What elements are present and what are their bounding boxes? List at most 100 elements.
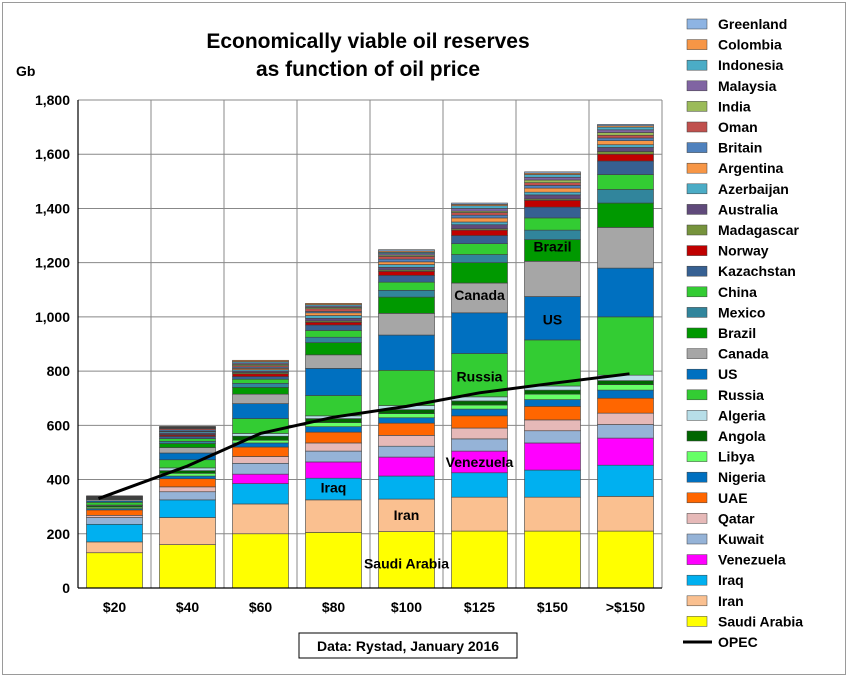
bar-segment-china xyxy=(305,330,362,338)
bar-segment-qatar xyxy=(232,456,289,464)
bar-segment-indonesia xyxy=(451,205,508,209)
bar-segment-saudi-arabia xyxy=(232,533,289,589)
legend-label: Libya xyxy=(718,449,755,465)
bar-segment-saudi-arabia xyxy=(451,530,508,589)
bar-segment-kuwait xyxy=(86,517,143,525)
bar-segment-australia xyxy=(451,224,508,230)
bar-segment-australia xyxy=(378,266,435,271)
bar-segment-kazachstan xyxy=(232,376,289,380)
x-tick-label: $40 xyxy=(176,599,200,615)
legend-label: India xyxy=(718,98,751,114)
bar-segment-iran xyxy=(232,503,289,535)
bar-segment-argentina xyxy=(305,312,362,316)
legend-label: Indonesia xyxy=(718,57,784,73)
y-tick-label: 0 xyxy=(62,580,70,596)
bar-segment-australia xyxy=(305,317,362,322)
bar-segment-kuwait xyxy=(597,424,654,439)
legend-label: Iraq xyxy=(718,572,744,588)
bar-segment-angola xyxy=(451,400,508,406)
x-tick-label: $80 xyxy=(322,599,346,615)
legend-swatch-norway xyxy=(686,245,708,256)
bar-segment-kazachstan xyxy=(524,206,581,219)
bar-segment-canada xyxy=(524,261,581,297)
bar-segment-canada xyxy=(451,282,508,314)
bar-segment-oman xyxy=(378,256,435,260)
legend-swatch-saudi-arabia xyxy=(686,616,708,627)
bar-segment-greenland xyxy=(597,124,654,127)
bar-segment-oman xyxy=(451,212,508,216)
legend-label: Angola xyxy=(718,428,766,444)
bar-segment-brazil xyxy=(159,443,216,448)
bar-segment-canada xyxy=(305,354,362,369)
legend-label: Kuwait xyxy=(718,531,764,547)
bar-segment-russia xyxy=(524,339,581,387)
bar-segment-azerbaijan xyxy=(597,144,654,148)
bar-segment-britain xyxy=(378,258,435,263)
bar-segment-kuwait xyxy=(305,450,362,463)
legend-label: Canada xyxy=(718,346,769,362)
bar-segment-china xyxy=(451,243,508,255)
legend-label: China xyxy=(718,284,757,300)
bar-segment-greenland xyxy=(524,171,581,174)
legend-swatch-uae xyxy=(686,492,708,504)
legend-label: Azerbaijan xyxy=(718,181,789,197)
legend-swatch-madagascar xyxy=(686,224,708,236)
bar-segment-iraq xyxy=(86,523,143,543)
legend-label: Colombia xyxy=(718,37,782,53)
y-tick-label: 1,200 xyxy=(35,255,70,271)
legend-swatch-malaysia xyxy=(686,80,708,92)
annotation-label: Brazil xyxy=(533,238,571,254)
bar-segment-azerbaijan xyxy=(305,315,362,319)
bar-segment-china xyxy=(159,438,216,442)
bar-segment-brazil xyxy=(378,296,435,314)
bar-segment-argentina xyxy=(597,140,654,146)
bar-segment-iraq xyxy=(232,483,289,505)
bar-segment-iran xyxy=(524,496,581,532)
annotation-label: Saudi Arabia xyxy=(364,556,449,572)
bar-segment-angola xyxy=(232,435,289,441)
legend-swatch-mexico xyxy=(686,307,708,318)
bar-segment-argentina xyxy=(451,217,508,223)
bar-segment-libya xyxy=(451,404,508,410)
bar-segment-uae xyxy=(451,415,508,429)
bar-segment-qatar xyxy=(524,419,581,432)
x-tick-label: $150 xyxy=(537,599,568,615)
bar-segment-norway xyxy=(305,322,362,326)
bar-segment-india xyxy=(524,179,581,183)
bar-segment-libya xyxy=(597,384,654,391)
legend-swatch-brazil xyxy=(686,327,708,339)
legend-label: Argentina xyxy=(718,160,784,176)
bar-segment-brazil xyxy=(305,342,362,356)
bar-segment-argentina xyxy=(378,261,435,265)
bar-segment-norway xyxy=(597,153,654,162)
source-note-box: Data: Rystad, January 2016 xyxy=(298,632,518,659)
legend-swatch-algeria xyxy=(686,410,708,421)
bar-segment-iraq xyxy=(378,475,435,500)
bar-segment-mexico xyxy=(378,290,435,298)
bar-segment-china xyxy=(378,281,435,291)
bar-segment-kazachstan xyxy=(159,436,216,439)
y-tick-label: 800 xyxy=(47,363,71,379)
annotation-label: Iraq xyxy=(321,480,347,496)
bar-segment-canada xyxy=(378,313,435,336)
legend-swatch-canada xyxy=(686,348,708,359)
bar-segment-oman xyxy=(305,308,362,312)
bar-segment-kuwait xyxy=(378,445,435,458)
source-note: Data: Rystad, January 2016 xyxy=(317,638,499,654)
bar-segment-saudi-arabia xyxy=(86,552,143,589)
bar-segment-us xyxy=(451,312,508,354)
bar-segment-us xyxy=(305,368,362,396)
legend-label: Brazil xyxy=(718,325,756,341)
legend-label: Greenland xyxy=(718,16,787,32)
x-tick-label: $125 xyxy=(464,599,495,615)
bar-segment-saudi-arabia xyxy=(524,530,581,589)
bar-segment-qatar xyxy=(451,427,508,440)
bar-segment-uae xyxy=(305,431,362,444)
bar-segment-russia xyxy=(378,369,435,406)
legend-label: Saudi Arabia xyxy=(718,613,803,629)
bar-segment-britain xyxy=(524,185,581,189)
bar-segment-indonesia xyxy=(597,126,654,131)
legend-swatch-iran xyxy=(686,595,708,607)
bar-segment-kuwait xyxy=(159,491,216,501)
